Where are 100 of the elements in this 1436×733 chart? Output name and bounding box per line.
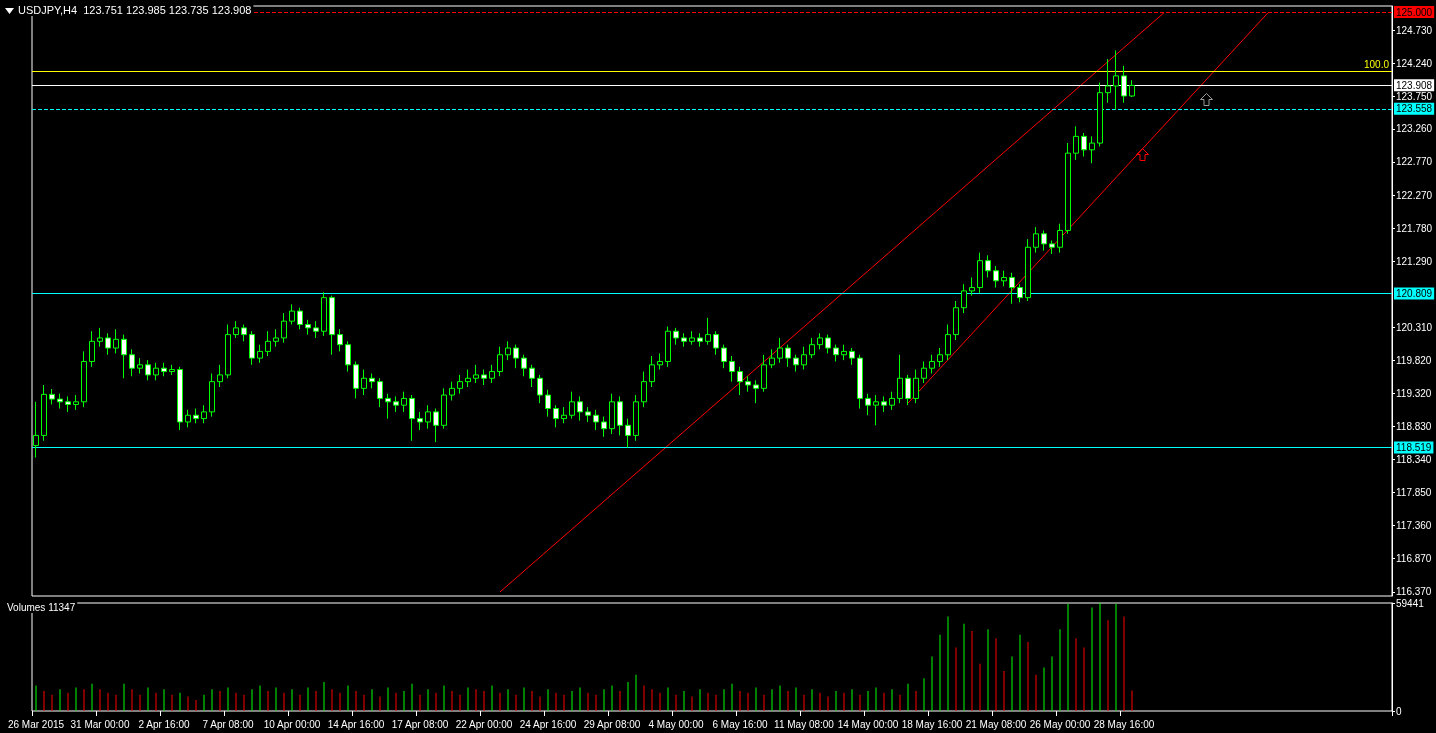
- candlestick: [49, 388, 55, 405]
- chart-title: USDJPY,H4 123.751 123.985 123.735 123.908: [18, 3, 252, 16]
- x-tick-label: 26 Mar 2015: [7, 718, 65, 730]
- candlestick: [745, 375, 751, 393]
- candlestick: [393, 395, 399, 413]
- candlestick: [201, 404, 207, 424]
- candlestick: [505, 340, 511, 361]
- candlestick: [905, 374, 911, 406]
- candlestick: [297, 307, 303, 330]
- x-tick-label: 14 May 00:00: [837, 718, 899, 730]
- candlestick: [353, 360, 359, 399]
- candlestick: [881, 395, 887, 413]
- candlestick: [833, 344, 839, 362]
- candlestick: [625, 418, 631, 448]
- candlestick: [369, 373, 375, 389]
- candlestick: [761, 354, 767, 393]
- x-tick-label: 11 May 08:00: [774, 718, 835, 730]
- candlestick: [577, 395, 583, 422]
- chart-title: Volumes 11347: [7, 601, 76, 613]
- candlestick: [1113, 49, 1119, 110]
- ref-line-label: 125.000: [1396, 6, 1433, 18]
- candlestick: [609, 393, 615, 435]
- candlestick: [513, 344, 519, 369]
- x-tick-label: 29 Apr 08:00: [583, 718, 641, 730]
- candlestick: [57, 393, 63, 410]
- candlestick: [929, 354, 935, 375]
- candlestick: [1017, 283, 1023, 303]
- candlestick: [225, 324, 231, 379]
- candlestick: [1033, 226, 1039, 254]
- candlestick: [105, 332, 111, 356]
- candlestick: [769, 348, 775, 369]
- y-tick-label: 119.320: [1396, 388, 1432, 400]
- candlestick: [481, 369, 487, 386]
- y-tick-label: 117.360: [1396, 519, 1432, 531]
- candlestick: [921, 360, 927, 384]
- candlestick: [617, 395, 623, 436]
- candlestick: [497, 346, 503, 377]
- candlestick: [953, 300, 959, 341]
- candlestick: [817, 332, 823, 350]
- x-tick-label: 24 Apr 16:00: [519, 718, 577, 730]
- candlestick: [897, 354, 903, 404]
- candlestick: [33, 401, 39, 459]
- ref-line-label: 120.809: [1396, 288, 1433, 300]
- ref-line-label: 123.558: [1396, 103, 1433, 115]
- candlestick: [721, 344, 727, 369]
- candlestick: [585, 406, 591, 423]
- candlestick: [401, 391, 407, 413]
- candlestick: [217, 364, 223, 388]
- candlestick: [729, 355, 735, 383]
- candlestick: [993, 265, 999, 289]
- y-tick-label: 123.750: [1396, 90, 1433, 102]
- candlestick: [121, 334, 127, 379]
- candlestick: [489, 364, 495, 384]
- candlestick: [521, 354, 527, 377]
- candlestick: [41, 384, 47, 442]
- candlestick: [937, 347, 943, 368]
- candlestick: [601, 416, 607, 438]
- candlestick: [337, 328, 343, 352]
- candlestick: [873, 394, 879, 426]
- y-tick-label: 119.820: [1396, 354, 1432, 366]
- ref-line-label: 118.519: [1396, 441, 1432, 453]
- x-tick-label: 7 Apr 08:00: [202, 718, 255, 730]
- candlestick: [825, 334, 831, 354]
- candlestick: [1089, 135, 1095, 164]
- candlestick: [1049, 240, 1055, 255]
- y-tick-label: 122.270: [1396, 190, 1433, 201]
- x-tick-label: 26 May 00:00: [1029, 718, 1091, 730]
- candlestick: [753, 379, 759, 404]
- y-tick-label: 121.780: [1396, 222, 1433, 234]
- candlestick: [329, 295, 335, 356]
- y-tick-label: 121.290: [1396, 255, 1433, 267]
- candlestick: [385, 393, 391, 420]
- candlestick: [1097, 82, 1103, 147]
- candlestick: [257, 344, 263, 364]
- candlestick: [665, 326, 671, 368]
- candlestick: [841, 344, 847, 361]
- candlestick: [465, 369, 471, 388]
- candlestick: [969, 276, 975, 297]
- candlestick: [689, 330, 695, 346]
- candlestick: [945, 324, 951, 361]
- candlestick: [273, 328, 279, 348]
- candlestick: [737, 366, 743, 396]
- x-tick-label: 17 Apr 08:00: [391, 718, 449, 730]
- candlestick: [961, 283, 967, 314]
- candlestick: [313, 320, 319, 339]
- candlestick: [713, 330, 719, 356]
- candlestick: [633, 394, 639, 442]
- candlestick: [697, 332, 703, 348]
- candlestick: [89, 330, 95, 368]
- candlestick: [681, 332, 687, 348]
- candlestick: [169, 364, 175, 376]
- candlestick: [569, 391, 575, 420]
- candlestick: [177, 366, 183, 431]
- candlestick: [777, 337, 783, 364]
- y-tick-label: 116.870: [1396, 552, 1432, 564]
- candlestick: [153, 362, 159, 381]
- candlestick: [913, 369, 919, 404]
- candlestick: [345, 340, 351, 373]
- x-tick-label: 22 Apr 00:00: [455, 718, 513, 730]
- candlestick: [65, 395, 71, 413]
